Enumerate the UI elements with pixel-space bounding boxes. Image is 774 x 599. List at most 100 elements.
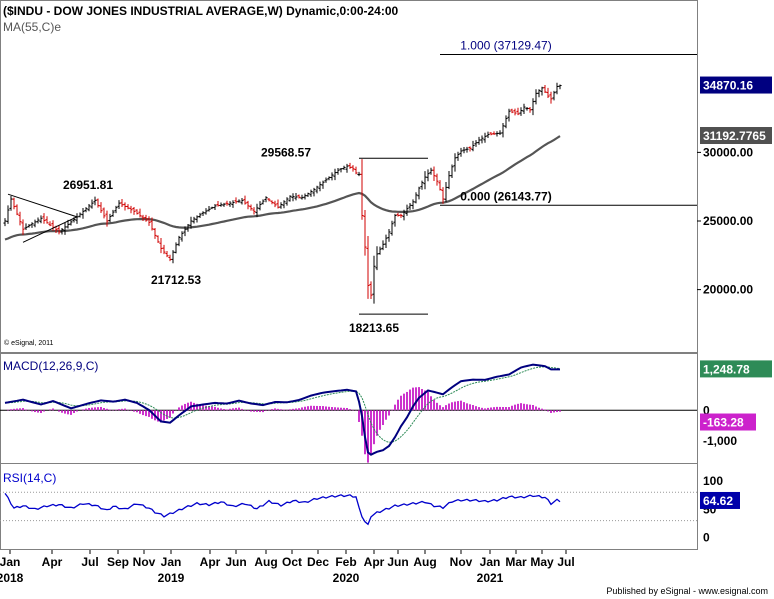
macd-signal-line <box>4 366 561 443</box>
price-bar <box>333 168 337 181</box>
price-bar <box>210 206 214 210</box>
price-bar <box>450 164 454 178</box>
price-bar <box>153 228 157 239</box>
chart-title: ($INDU - DOW JONES INDUSTRIAL AVERAGE,W)… <box>3 4 399 18</box>
price-bar <box>381 240 385 251</box>
price-bar <box>60 227 64 235</box>
rsi-y-tick-label: 0 <box>703 531 710 545</box>
price-bar <box>213 204 217 210</box>
price-bar <box>15 204 19 216</box>
price-bar <box>192 216 196 224</box>
macd-line <box>4 363 560 456</box>
price-bar <box>174 242 178 254</box>
x-tick-month-label: Jun <box>225 555 246 569</box>
axis-layer: 30000.0025000.0020000.000-1,000100500348… <box>0 76 772 585</box>
price-bar <box>309 189 313 197</box>
price-bar <box>519 107 523 116</box>
price-bar <box>318 181 322 192</box>
x-tick-month-label: Jan <box>0 555 20 569</box>
price-bar <box>549 91 553 104</box>
price-bar <box>354 166 358 175</box>
price-bar <box>207 206 211 212</box>
price-bar <box>468 146 472 152</box>
histogram-value-badge-text: -163.28 <box>703 416 744 430</box>
price-bar <box>144 214 148 222</box>
price-bar <box>57 225 61 235</box>
price-bar <box>327 176 331 181</box>
price-bar <box>366 236 370 299</box>
price-bar <box>540 86 544 96</box>
price-bar <box>27 224 31 228</box>
x-tick-month-label: Aug <box>254 555 277 569</box>
price-bar <box>294 192 298 201</box>
price-bar <box>123 202 127 211</box>
price-bar <box>336 167 340 175</box>
price-bar <box>507 108 511 122</box>
price-bar <box>108 213 112 223</box>
price-bar <box>84 207 88 213</box>
last-price-badge: 34870.16 <box>700 76 772 94</box>
price-bar <box>21 219 25 235</box>
price-bar <box>510 108 514 114</box>
price-bar <box>357 171 361 177</box>
price-bar <box>234 197 238 204</box>
histogram-value-badge-bg <box>700 413 756 431</box>
price-bar <box>6 205 10 224</box>
x-tick-month-label: Nov <box>133 555 156 569</box>
x-tick-year-label: 2020 <box>333 571 360 585</box>
price-bar <box>114 205 118 214</box>
price-bar <box>240 198 244 205</box>
x-tick-month-label: Jun <box>387 555 408 569</box>
x-tick-year-label: 2019 <box>158 571 185 585</box>
price-bar <box>498 130 502 135</box>
price-bar <box>396 212 400 217</box>
x-tick-month-label: Apr <box>364 555 385 569</box>
rsi-layer <box>0 491 697 526</box>
price-bar <box>3 218 7 227</box>
price-bar <box>222 202 226 207</box>
ma-label: MA(55,C)e <box>3 20 61 34</box>
price-bar <box>399 213 403 218</box>
last-price-badge-bg <box>700 76 772 94</box>
price-bar <box>102 207 106 219</box>
price-bar <box>447 171 451 190</box>
price-bar <box>477 136 481 145</box>
rsi-value-badge: 64.62 <box>700 491 740 509</box>
price-bar <box>489 132 493 136</box>
triangle-pattern-drawing <box>7 193 79 243</box>
price-bar <box>285 197 289 206</box>
price-bar <box>279 202 283 209</box>
rsi-label: RSI(14,C) <box>3 471 56 485</box>
price-bar <box>249 204 253 211</box>
price-bar <box>474 140 478 147</box>
annotation-2020-high: 29568.57 <box>261 145 311 159</box>
price-bar <box>30 222 34 228</box>
price-bar <box>231 200 235 208</box>
price-bar <box>339 168 343 173</box>
price-bar <box>441 187 445 204</box>
price-bar <box>528 107 532 113</box>
price-bar <box>42 213 46 224</box>
price-bar <box>297 194 301 199</box>
price-bar <box>96 198 100 208</box>
price-bar <box>186 224 190 232</box>
price-bar <box>45 216 49 224</box>
price-bar <box>117 200 121 209</box>
price-bar <box>420 180 424 190</box>
x-tick-month-label: Mar <box>505 555 527 569</box>
price-bar <box>201 211 205 216</box>
price-bar <box>258 201 262 211</box>
price-bar <box>126 204 130 210</box>
price-bar <box>189 216 193 229</box>
price-bar <box>18 211 22 226</box>
price-bar <box>63 222 67 235</box>
price-bar <box>534 89 538 105</box>
price-bar <box>198 212 202 219</box>
x-tick-month-label: Sep <box>107 555 129 569</box>
price-bar <box>480 135 484 144</box>
price-bar <box>315 185 319 194</box>
price-bar <box>105 210 109 227</box>
rsi-value-badge-bg <box>700 491 740 509</box>
price-bar <box>12 197 16 210</box>
price-bar <box>417 186 421 200</box>
